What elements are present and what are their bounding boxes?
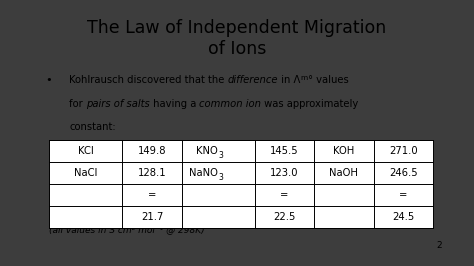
Text: KOH: KOH	[333, 146, 355, 156]
Text: difference: difference	[228, 76, 278, 85]
Text: The Law of Independent Migration: The Law of Independent Migration	[87, 19, 387, 37]
Text: of Ions: of Ions	[208, 40, 266, 58]
Text: pairs of salts: pairs of salts	[86, 99, 150, 109]
Text: =: =	[280, 190, 289, 200]
Text: m: m	[301, 76, 308, 81]
Text: 21.7: 21.7	[141, 213, 163, 222]
Text: °: °	[308, 76, 313, 85]
Text: 3: 3	[218, 151, 223, 160]
Text: NaNO: NaNO	[189, 168, 218, 178]
Text: NaOH: NaOH	[329, 168, 358, 178]
Text: 149.8: 149.8	[138, 146, 166, 156]
Text: common ion: common ion	[199, 99, 261, 109]
Text: •: •	[45, 76, 52, 85]
Text: 123.0: 123.0	[270, 168, 299, 178]
Text: for: for	[69, 99, 86, 109]
FancyBboxPatch shape	[49, 140, 433, 228]
Text: was approximately: was approximately	[261, 99, 358, 109]
Text: =: =	[148, 190, 156, 200]
Text: in Λ: in Λ	[278, 76, 301, 85]
Text: KCl: KCl	[78, 146, 94, 156]
Text: 2: 2	[437, 242, 442, 251]
Text: constant:: constant:	[69, 122, 116, 132]
Text: 246.5: 246.5	[389, 168, 418, 178]
Text: (all values in S cm² mol⁻¹ @ 298K): (all values in S cm² mol⁻¹ @ 298K)	[49, 226, 205, 235]
Text: 3: 3	[218, 173, 223, 182]
Text: 271.0: 271.0	[389, 146, 418, 156]
Text: 24.5: 24.5	[392, 213, 415, 222]
Text: 145.5: 145.5	[270, 146, 299, 156]
Text: having a: having a	[150, 99, 199, 109]
Text: KNO: KNO	[196, 146, 218, 156]
Text: =: =	[399, 190, 408, 200]
Text: NaCl: NaCl	[74, 168, 98, 178]
Text: Kohlrausch discovered that the: Kohlrausch discovered that the	[69, 76, 228, 85]
Text: values: values	[313, 76, 348, 85]
Text: 128.1: 128.1	[138, 168, 166, 178]
Text: 22.5: 22.5	[273, 213, 296, 222]
